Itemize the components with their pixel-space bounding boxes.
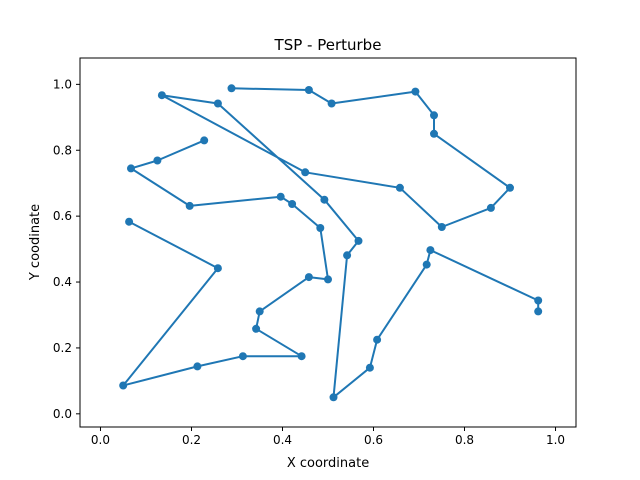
city-point (125, 217, 134, 226)
y-axis-ticks: 0.0 0.2 0.4 0.6 0.8 1.0 (53, 77, 80, 421)
city-point (193, 362, 202, 371)
city-point (157, 91, 166, 100)
city-point (153, 156, 162, 165)
plot-frame (79, 57, 577, 428)
city-point (430, 111, 438, 120)
city-point (297, 352, 306, 361)
x-tick-label: 0.6 (364, 433, 383, 447)
city-point (304, 86, 313, 94)
city-point (255, 307, 264, 316)
city-point (329, 393, 338, 402)
city-point (200, 136, 209, 145)
city-point (304, 273, 313, 282)
city-point (437, 223, 446, 231)
x-tick-label: 0.2 (182, 433, 201, 447)
y-tick-label: 1.0 (53, 77, 72, 91)
city-point (276, 192, 285, 201)
city-point (327, 99, 336, 108)
city-point (354, 236, 363, 245)
city-point (373, 335, 382, 344)
city-point (430, 129, 438, 138)
city-point (324, 275, 332, 284)
x-tick-label: 0.8 (455, 433, 474, 447)
city-point (119, 381, 128, 390)
y-tick-label: 0.0 (53, 407, 72, 421)
plot-layer (119, 84, 543, 402)
city-point (213, 99, 222, 108)
city-point (506, 183, 514, 192)
y-tick-label: 0.6 (53, 209, 72, 223)
city-point (534, 307, 543, 316)
city-point (426, 246, 435, 255)
city-point (185, 201, 194, 210)
city-point (395, 183, 404, 192)
x-tick-label: 0.4 (273, 433, 292, 447)
city-point (343, 251, 352, 260)
city-point (213, 264, 222, 273)
x-tick-label: 1.0 (546, 433, 565, 447)
y-tick-label: 0.4 (53, 275, 72, 289)
y-tick-label: 0.8 (53, 143, 72, 157)
x-tick-label: 0.0 (91, 433, 110, 447)
city-point (127, 164, 135, 173)
city-point (320, 195, 329, 204)
chart-title: TSP - Perturbe (274, 36, 382, 54)
city-point (411, 87, 420, 96)
city-point (534, 296, 543, 305)
city-point (288, 200, 297, 208)
city-point (316, 224, 325, 232)
city-point (301, 168, 310, 177)
y-tick-label: 0.2 (53, 341, 72, 355)
y-axis-label: Y coodinate (28, 204, 43, 281)
city-point (238, 352, 247, 361)
city-point (227, 84, 236, 93)
city-point (365, 363, 374, 372)
city-point (486, 203, 495, 212)
city-point (422, 260, 431, 269)
city-point (252, 324, 261, 333)
x-axis-label: X coordinate (287, 456, 369, 471)
x-axis-ticks: 0.0 0.2 0.4 0.6 0.8 1.0 (91, 427, 565, 447)
